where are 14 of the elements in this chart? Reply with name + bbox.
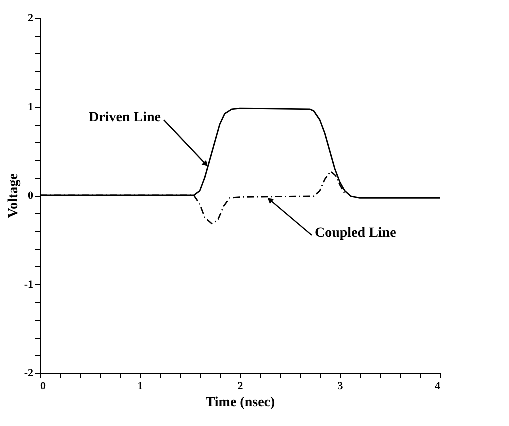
x-tick-label: 0 <box>40 380 46 392</box>
annotation: Driven Line <box>89 110 161 126</box>
y-tick-label: 2 <box>28 12 34 24</box>
y-tick-label: -1 <box>24 278 34 291</box>
y-tick-label: 0 <box>28 190 34 202</box>
x-tick-label: 4 <box>435 380 441 392</box>
y-tick-label: 1 <box>28 101 34 114</box>
x-tick-label: 2 <box>238 380 244 392</box>
x-axis-title: Time (nsec) <box>206 396 276 410</box>
y-tick-label: -2 <box>24 368 34 380</box>
annotation: Coupled Line <box>315 226 396 241</box>
y-axis-title: Voltage <box>6 174 22 218</box>
x-tick-label: 3 <box>338 380 344 392</box>
x-tick-label: 1 <box>138 380 144 392</box>
